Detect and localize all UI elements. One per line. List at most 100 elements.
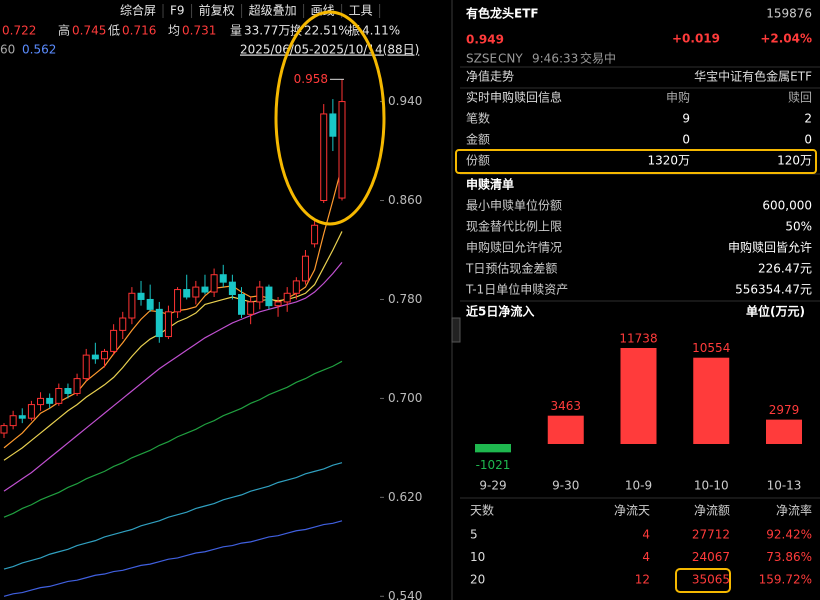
stat-label: 均 xyxy=(168,24,180,38)
quote-meta: SZSE xyxy=(466,52,497,66)
candle-body xyxy=(301,255,309,282)
kline-area: 综合屏 F9 前复权 超级叠加 画线 工具0.722 高 0.745 低 0.716 均 0.731 量… xyxy=(0,3,422,600)
y-tick-label: 0.940 xyxy=(388,94,422,108)
moving-average-line xyxy=(3,462,343,570)
candle-body xyxy=(247,301,255,315)
x-tick-label: 10-9 xyxy=(625,479,652,493)
candle-body xyxy=(37,397,45,406)
quote-meta: CNY xyxy=(498,52,523,66)
table-cell: 92.42% xyxy=(766,528,812,542)
ma-value: 0.562 xyxy=(22,43,56,57)
candle-body xyxy=(238,294,246,315)
highlight-box xyxy=(675,568,731,593)
candle-body xyxy=(311,224,319,245)
candle-body xyxy=(0,425,8,434)
bar xyxy=(547,415,584,444)
stat-value: 0.716 xyxy=(122,24,156,38)
moving-average-line xyxy=(3,360,343,518)
row-label: 份额 xyxy=(466,154,490,168)
stat-label: 换 xyxy=(290,24,302,38)
menu-item[interactable]: 前复权 xyxy=(199,3,235,18)
candle-body xyxy=(183,289,191,298)
table-cell: 12 xyxy=(635,573,650,587)
row-value: 0 xyxy=(804,133,812,147)
table-cell: 4 xyxy=(642,528,650,542)
candle-body xyxy=(228,281,236,296)
table-cell: 24067 xyxy=(692,550,730,564)
column-header: 净流率 xyxy=(776,503,812,518)
panel-handle[interactable] xyxy=(451,317,461,343)
candle-body xyxy=(164,311,172,338)
x-tick-label: 10-10 xyxy=(694,479,729,493)
candle-body xyxy=(110,329,118,352)
candle-body xyxy=(73,378,81,394)
row-value: 申购赎回皆允许 xyxy=(728,240,812,255)
candle-body xyxy=(329,113,337,137)
column-header: 净流额 xyxy=(694,504,730,518)
max-label: 0.958 xyxy=(294,72,328,86)
nav-label[interactable]: 净值走势 xyxy=(466,69,514,84)
column-header: 净流天 xyxy=(614,504,650,518)
candle-body xyxy=(274,301,282,307)
y-tick-label: 0.860 xyxy=(388,193,422,207)
candle-body xyxy=(9,415,17,427)
table-cell: 27712 xyxy=(692,528,730,542)
table-cell: 20 xyxy=(470,573,485,587)
candle-body xyxy=(137,292,145,300)
row-value: 50% xyxy=(785,220,812,234)
x-tick-label: 10-13 xyxy=(767,479,802,493)
row-value: 120万 xyxy=(777,154,812,168)
candle-body xyxy=(18,415,26,419)
info-panel: 有色龙头ETF 159876 0.949 +0.019 +2.04% SZSE CNY 9:4… xyxy=(460,6,820,587)
bar xyxy=(693,357,730,444)
table-cell: 10 xyxy=(470,550,485,564)
row-label: T-1日单位申赎资产 xyxy=(465,282,568,297)
candle-body xyxy=(201,286,209,293)
candle-body xyxy=(256,286,264,303)
candle-body xyxy=(55,388,63,404)
bar xyxy=(766,419,802,444)
chart-title: 近5日净流入 xyxy=(466,304,534,319)
table-cell: 4 xyxy=(642,550,650,564)
candle-body xyxy=(192,286,200,298)
bar xyxy=(620,348,657,444)
candle-body xyxy=(283,292,291,303)
value-label: 10554 xyxy=(692,341,730,355)
stat-value: 4.11% xyxy=(362,24,400,38)
section-title: 实时申购赎回信息 xyxy=(466,90,562,105)
column-header: 申购 xyxy=(666,90,690,105)
column-header: 天数 xyxy=(470,503,494,518)
ma-label: 60 xyxy=(0,43,15,57)
date-range: 2025/06/05-2025/10/14(88日) xyxy=(240,43,419,57)
candle-body xyxy=(210,274,218,293)
candle-body xyxy=(155,308,163,338)
y-tick-label: 0.540 xyxy=(388,589,422,600)
moving-average-line xyxy=(3,520,343,597)
candle-body xyxy=(128,292,136,319)
candle-body xyxy=(119,317,127,331)
highlight-box xyxy=(455,149,817,174)
candle-body xyxy=(265,286,273,307)
candle-body xyxy=(219,274,227,283)
row-value: 226.47元 xyxy=(758,262,812,276)
menu-item[interactable]: 超级叠加 xyxy=(249,3,297,18)
nav-fund: 华宝中证有色金属ETF xyxy=(694,69,812,84)
row-value: 1320万 xyxy=(647,154,690,168)
value-label: 2979 xyxy=(769,403,800,417)
stat-label: 低 xyxy=(108,24,120,38)
y-tick-label: 0.780 xyxy=(388,292,422,306)
menu-item[interactable]: 综合屏 xyxy=(120,3,156,18)
candle-body xyxy=(27,404,35,419)
y-tick-label: 0.700 xyxy=(388,391,422,405)
value-label: -1021 xyxy=(476,458,511,472)
row-value: 0 xyxy=(682,133,690,147)
candle-body xyxy=(174,289,182,313)
last-price: 0.722 xyxy=(2,24,36,38)
row-value: 600,000 xyxy=(762,199,812,213)
menu-item[interactable]: 工具 xyxy=(349,4,373,18)
menu-item[interactable]: F9 xyxy=(170,4,185,18)
column-header: 赎回 xyxy=(788,91,812,105)
security-name: 有色龙头ETF xyxy=(466,6,539,21)
